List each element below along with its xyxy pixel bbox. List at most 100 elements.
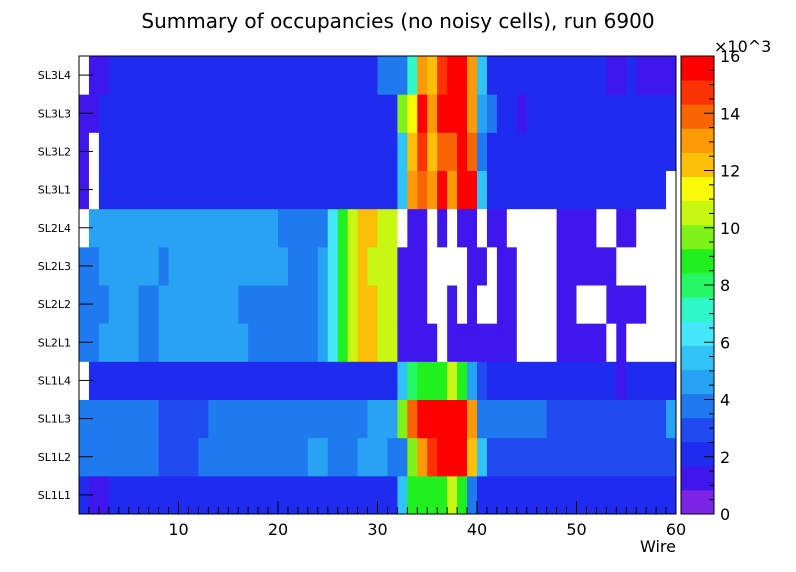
heatmap-cell — [357, 323, 378, 362]
z-tick-label: 6 — [720, 333, 730, 352]
heatmap-cell — [347, 208, 359, 248]
heatmap-cell — [417, 170, 428, 210]
heatmap-cell — [437, 208, 448, 248]
heatmap-cell — [477, 399, 548, 439]
color-scale-band — [681, 80, 714, 105]
heatmap-cell — [477, 132, 488, 171]
heatmap-cell — [158, 399, 209, 439]
heatmap-cell — [437, 94, 458, 133]
heatmap-cell — [626, 323, 637, 362]
x-tick-label: 30 — [367, 520, 387, 539]
heatmap-cell — [467, 361, 478, 400]
heatmap-cell — [427, 94, 438, 133]
heatmap-cell — [666, 399, 677, 439]
heatmap-cell — [486, 361, 617, 400]
heatmap-cell — [477, 285, 498, 324]
heatmap-cell — [327, 285, 339, 324]
heatmap-cell — [596, 208, 617, 248]
heatmap-cell — [556, 285, 577, 324]
heatmap-cell — [377, 285, 398, 324]
heatmap-cell — [317, 246, 329, 286]
heatmap-cell — [297, 132, 309, 171]
heatmap-cell — [88, 208, 100, 248]
heatmap-cell — [606, 285, 647, 324]
heatmap-cell — [417, 132, 428, 171]
heatmap-cell — [138, 323, 160, 362]
heatmap-cell — [278, 208, 329, 248]
heatmap-cell — [646, 285, 677, 324]
heatmap-cell — [427, 208, 438, 248]
color-scale: 0 2 4 6 8 10 12 14 16 — [680, 47, 740, 524]
heatmap-cell — [427, 56, 438, 95]
z-tick-label: 2 — [720, 448, 730, 467]
heatmap-cell — [467, 56, 478, 95]
heatmap-cell — [347, 132, 359, 171]
heatmap-cell — [357, 208, 378, 248]
y-tick-label: SL2L4 — [38, 222, 71, 235]
color-scale-band — [681, 200, 714, 226]
heatmap-cell — [616, 246, 677, 286]
y-tick-label: SL1L4 — [38, 374, 71, 387]
heatmap-cell — [427, 399, 448, 439]
heatmap-cell — [347, 246, 359, 286]
heatmap-cell — [397, 94, 408, 133]
heatmap-cell — [516, 285, 558, 324]
heatmap-cell — [477, 56, 488, 95]
y-tick-label: SL3L4 — [38, 69, 71, 82]
heatmap-cell — [397, 132, 408, 171]
x-tick-label: 50 — [566, 520, 586, 539]
heatmap-cell — [606, 323, 617, 362]
y-tick-label: SL3L3 — [38, 107, 71, 120]
x-tick-label: 10 — [168, 520, 188, 539]
heatmap-cell — [447, 399, 468, 439]
heatmap-cell — [357, 246, 369, 286]
heatmap-cell — [447, 170, 458, 210]
heatmap-cell — [616, 361, 627, 400]
heatmap-cell — [307, 132, 319, 171]
heatmap-cell — [287, 285, 319, 324]
heatmap-cell — [516, 170, 667, 210]
heatmap-cell — [626, 56, 637, 95]
heatmap-cell — [616, 208, 637, 248]
heatmap-cell — [407, 475, 418, 515]
heatmap-cell — [477, 94, 488, 133]
heatmap-cell — [158, 323, 249, 362]
heatmap-cell — [526, 94, 677, 133]
chart-title: Summary of occupancies (no noisy cells),… — [141, 9, 654, 33]
heatmap-cell — [337, 208, 349, 248]
heatmap-cell — [486, 246, 498, 286]
heatmap-cell — [98, 323, 140, 362]
heatmap-cell — [397, 475, 408, 515]
heatmap-cell — [357, 132, 398, 171]
heatmap-cell — [88, 361, 398, 400]
heatmap-cell — [98, 94, 319, 133]
heatmap-cell — [128, 170, 289, 210]
z-tick-label: 10 — [720, 219, 740, 238]
heatmap-cell — [457, 170, 468, 210]
heatmap-cell — [367, 399, 398, 439]
heatmap-cell — [516, 246, 558, 286]
y-tick-label: SL1L2 — [38, 451, 71, 464]
heatmap-cell — [486, 94, 498, 133]
color-scale-band — [681, 393, 714, 419]
heatmap-cell — [496, 285, 518, 324]
x-tick-label: 60 — [666, 520, 686, 539]
color-scale-band — [681, 56, 714, 81]
heatmap-cell — [377, 208, 398, 248]
heatmap-cell — [496, 246, 518, 286]
heatmap-cell — [437, 323, 448, 362]
heatmap-cell — [407, 94, 418, 133]
heatmap-cell — [447, 323, 458, 362]
heatmap-cell — [427, 285, 448, 324]
y-tick-label: SL1L1 — [38, 489, 71, 502]
color-scale-band — [681, 224, 714, 250]
heatmap-cell — [407, 361, 418, 400]
heatmap-cell — [397, 323, 438, 362]
heatmap-cell — [397, 361, 408, 400]
heatmap-cell — [477, 437, 488, 477]
heatmap-cell — [88, 56, 110, 95]
heatmap-cell — [447, 56, 468, 95]
heatmap-cell — [88, 475, 110, 515]
heatmap-cell — [417, 437, 428, 477]
heatmap-cell — [287, 323, 319, 362]
